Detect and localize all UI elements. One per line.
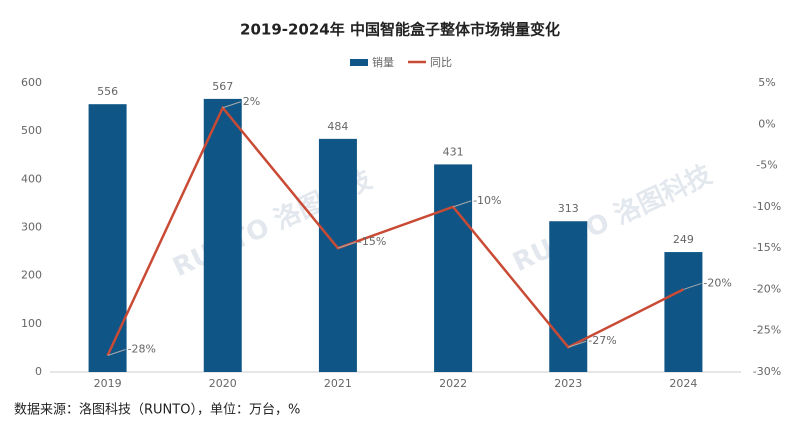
y-tick-label: 200 (21, 269, 42, 282)
y-tick-label: 500 (21, 124, 42, 137)
y2-tick-label: 5% (758, 76, 775, 89)
y2-tick-label: -10% (753, 200, 781, 213)
x-tick-label: 2019 (94, 377, 122, 390)
x-tick-label: 2024 (669, 377, 697, 390)
y2-tick-label: -25% (753, 324, 781, 337)
line-value-label: -28% (128, 342, 156, 355)
bar-value-label: 313 (558, 202, 579, 215)
bar-value-label: 484 (327, 120, 348, 133)
legend-label: 同比 (430, 56, 452, 69)
y2-tick-label: -5% (756, 159, 777, 172)
line (106, 105, 684, 357)
y-tick-label: 0 (35, 365, 42, 378)
line-value-label: -20% (703, 276, 731, 289)
source-note: 数据来源：洛图科技（RUNTO），单位：万台，% (14, 403, 300, 418)
x-tick-label: 2020 (209, 377, 237, 390)
line-value-label: -10% (473, 194, 501, 207)
y-tick-label: 100 (21, 317, 42, 330)
y2-tick-label: -20% (753, 282, 781, 295)
x-tick-label: 2021 (324, 377, 352, 390)
y-tick-label: 300 (21, 221, 42, 234)
line-value-label: -15% (358, 235, 386, 248)
bar-value-label: 431 (443, 145, 464, 158)
bar (664, 252, 703, 372)
line-value-label: 2% (243, 95, 260, 108)
bar (549, 221, 588, 372)
y-tick-label: 400 (21, 172, 42, 185)
x-tick-label: 2023 (554, 377, 582, 390)
bar-value-label: 249 (673, 233, 694, 246)
bar (434, 164, 473, 372)
chart-title: 2019-2024年 中国智能盒子整体市场销量变化 (240, 21, 560, 39)
y2-tick-label: 0% (758, 117, 775, 130)
x-tick-label: 2022 (439, 377, 467, 390)
bar (88, 104, 127, 373)
bar-value-label: 556 (97, 85, 118, 98)
line-value-label: -27% (588, 334, 616, 347)
leader-line (452, 200, 472, 208)
y-tick-label: 600 (21, 76, 42, 89)
bar-value-label: 567 (212, 80, 233, 93)
leader-line (222, 101, 241, 109)
leader-line (568, 340, 587, 348)
leader-line (683, 282, 702, 290)
bar (203, 98, 242, 373)
leader-line (107, 349, 126, 356)
leader-line (337, 241, 357, 249)
bar (318, 138, 357, 372)
legend-label: 销量 (372, 55, 394, 69)
legend-swatch (350, 59, 368, 66)
y2-tick-label: -15% (753, 241, 781, 254)
y2-tick-label: -30% (753, 365, 781, 378)
